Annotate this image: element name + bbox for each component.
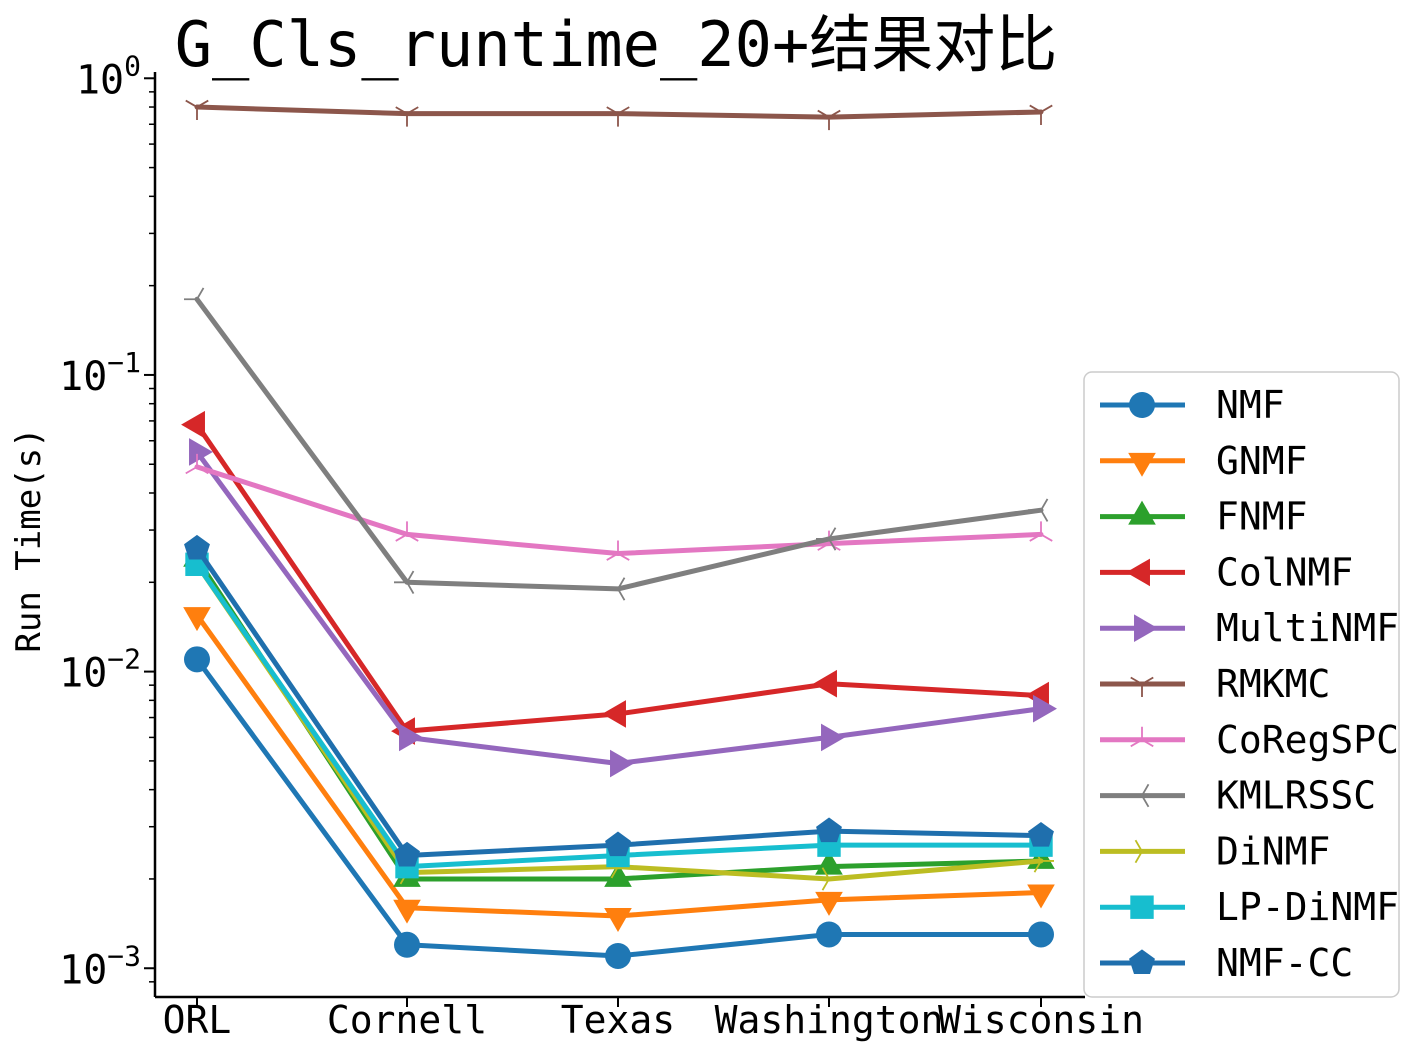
legend-marker bbox=[1129, 392, 1155, 418]
legend-label: MultiNMF bbox=[1216, 606, 1399, 650]
data-point bbox=[395, 521, 419, 542]
series-multinmf bbox=[189, 438, 1057, 778]
x-tick-label: Texas bbox=[561, 998, 675, 1042]
data-point bbox=[817, 109, 841, 131]
data-point bbox=[816, 817, 842, 843]
legend-marker bbox=[1130, 676, 1154, 697]
data-point bbox=[606, 540, 630, 561]
data-point bbox=[610, 749, 634, 778]
data-point bbox=[1029, 521, 1053, 542]
legend-label: CoRegSPC bbox=[1216, 718, 1399, 762]
data-point bbox=[1029, 104, 1053, 125]
legend-label: KMLRSSC bbox=[1216, 774, 1376, 818]
data-point bbox=[821, 723, 845, 752]
data-point bbox=[184, 646, 210, 673]
data-point bbox=[604, 908, 632, 932]
legend-marker bbox=[1129, 949, 1155, 975]
x-tick-label: Cornell bbox=[327, 998, 487, 1042]
legend-label: NMF bbox=[1216, 383, 1285, 427]
legend-marker bbox=[1126, 558, 1150, 587]
data-point bbox=[813, 669, 837, 698]
legend-marker bbox=[1128, 452, 1156, 477]
series-gnmf bbox=[183, 607, 1055, 932]
data-point bbox=[1033, 694, 1057, 723]
y-tick-label: 10−1 bbox=[59, 346, 141, 400]
series-kmlrssc bbox=[184, 287, 1049, 601]
legend-label: NMF-CC bbox=[1216, 941, 1353, 985]
x-tick-label: Washington bbox=[715, 998, 944, 1042]
y-axis-label: Run Time(s) bbox=[9, 427, 49, 652]
legend-label: RMKMC bbox=[1216, 662, 1330, 706]
legend-label: FNMF bbox=[1216, 495, 1308, 539]
series-rmkmc bbox=[185, 99, 1053, 131]
y-tick-label: 100 bbox=[76, 49, 141, 103]
series-nmf bbox=[184, 646, 1054, 969]
data-point bbox=[821, 867, 842, 891]
data-point bbox=[1027, 884, 1055, 909]
series-line bbox=[194, 464, 1044, 557]
data-point bbox=[394, 570, 415, 595]
legend-marker bbox=[1134, 839, 1155, 864]
data-point bbox=[605, 577, 626, 601]
x-tick-label: ORL bbox=[163, 998, 232, 1042]
y-tick-label: 10−2 bbox=[59, 643, 141, 697]
series-layer bbox=[181, 99, 1057, 969]
data-point bbox=[1028, 921, 1054, 948]
legend: NMF GNMF FNMF ColNMF MultiNMF RMKMC CoRegSPC KM… bbox=[1083, 371, 1400, 998]
data-point bbox=[602, 700, 626, 728]
data-point bbox=[393, 899, 421, 924]
legend-marker bbox=[1129, 783, 1150, 808]
legend-marker bbox=[1130, 726, 1154, 748]
series-colnmf bbox=[181, 410, 1049, 745]
series-line bbox=[194, 296, 1044, 592]
series-line bbox=[194, 545, 1044, 858]
data-point bbox=[815, 891, 843, 916]
y-tick-label: 10−3 bbox=[59, 939, 141, 993]
data-point bbox=[185, 99, 209, 121]
series-nmf-cc bbox=[184, 534, 1054, 867]
data-point bbox=[816, 527, 837, 551]
data-point bbox=[604, 862, 632, 887]
data-point bbox=[394, 931, 420, 958]
data-point bbox=[605, 942, 631, 969]
data-point bbox=[606, 106, 630, 127]
legend-label: LP-DiNMF bbox=[1216, 885, 1399, 929]
data-point bbox=[184, 534, 210, 560]
data-point bbox=[394, 841, 420, 867]
legend-marker bbox=[1134, 614, 1158, 643]
legend-label: GNMF bbox=[1216, 439, 1308, 483]
data-point bbox=[1028, 498, 1049, 522]
data-point bbox=[189, 438, 213, 466]
data-point bbox=[399, 723, 423, 752]
series-coregspc bbox=[185, 453, 1053, 561]
x-tick-label: Wisconsin bbox=[938, 998, 1144, 1042]
legend-marker bbox=[1128, 500, 1156, 525]
y-major-ticks: 100 10−1 10−2 10−3 bbox=[59, 49, 155, 993]
data-point bbox=[1028, 821, 1054, 847]
legend-label: ColNMF bbox=[1216, 550, 1353, 594]
legend-frame bbox=[1083, 371, 1400, 998]
legend-label: DiNMF bbox=[1216, 829, 1330, 873]
legend-marker bbox=[1130, 895, 1154, 919]
data-point bbox=[395, 106, 419, 127]
data-point bbox=[181, 410, 205, 439]
data-point bbox=[816, 921, 842, 948]
chart-title: G_Cls_runtime_20+结果对比 bbox=[175, 8, 1058, 81]
data-point bbox=[185, 453, 209, 475]
data-point bbox=[184, 287, 205, 311]
data-point bbox=[605, 831, 631, 857]
data-point bbox=[183, 607, 211, 632]
